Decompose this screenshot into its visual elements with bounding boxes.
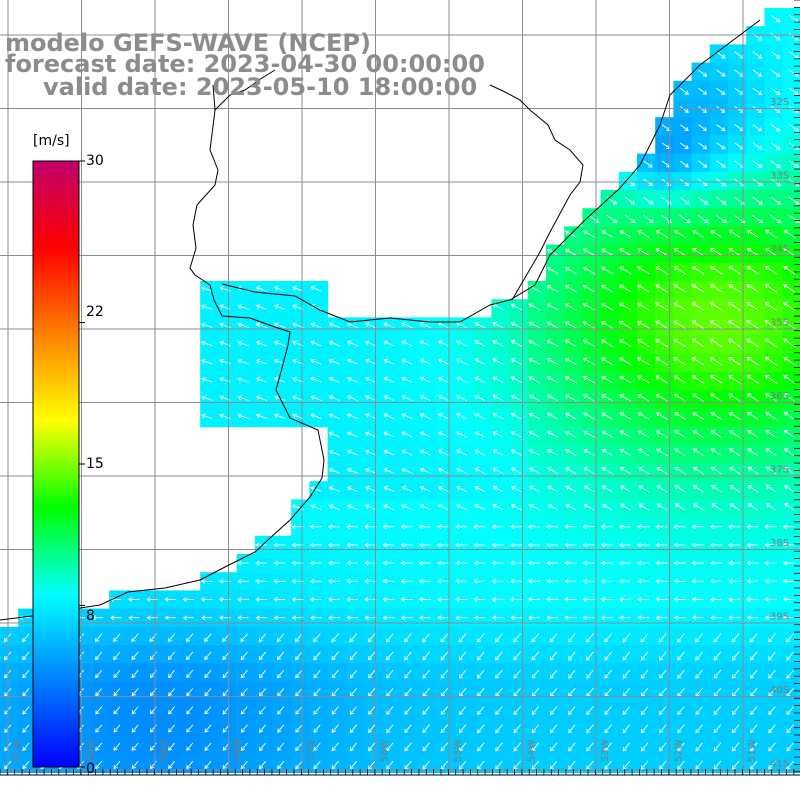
longitude-label: 59W [159, 739, 170, 762]
longitude-label: 55W [453, 739, 464, 762]
longitude-labels: 61W 60W 59W 58W 57W 56W 55W 54W 53W 52W 51W [12, 739, 758, 762]
latitude-label: 41S [770, 759, 789, 770]
longitude-label: 51W [747, 739, 758, 762]
coastline-atlantic [0, 84, 325, 621]
colorbar [32, 160, 85, 768]
longitude-label: 61W [12, 739, 23, 762]
longitude-label: 58W [233, 739, 244, 762]
latitude-label: 37S [770, 465, 789, 476]
longitude-label: 52W [674, 739, 685, 762]
colorbar-ticks [79, 160, 85, 768]
latitude-label: 33S [770, 171, 789, 182]
latitude-label: 36S [770, 391, 789, 402]
longitude-label: 57W [306, 739, 317, 762]
title-model: modelo GEFS-WAVE (NCEP) [5, 29, 371, 57]
longitude-label: 56W [380, 739, 391, 762]
latitude-label: 34S [770, 244, 789, 255]
latitude-label: 40S [770, 685, 789, 696]
longitude-label: 60W [86, 739, 97, 762]
title-valid-date: valid date: 2023-05-10 18:00:00 [43, 73, 478, 101]
colorbar-gradient [32, 160, 80, 768]
colorbar-tick-label: 22 [86, 304, 104, 320]
coastline-uruguay [221, 19, 761, 323]
colorbar-tick-label: 15 [86, 456, 104, 472]
latitude-label: 35S [770, 318, 789, 329]
river-uruguay [214, 69, 276, 111]
colorbar-tick-label: 8 [86, 608, 95, 624]
longitude-label: 53W [600, 739, 611, 762]
latitude-label: 39S [770, 612, 789, 623]
colorbar-tick-label: 30 [86, 153, 104, 169]
border-brazil-uruguay [489, 84, 584, 301]
title-forecast-date: forecast date: 2023-04-30 00:00:00 [5, 50, 485, 78]
latitude-labels: 32S 33S 34S 35S 36S 37S 38S 39S 40S 41S [770, 97, 789, 770]
longitude-label: 54W [527, 739, 538, 762]
axis-ticks [0, 0, 800, 776]
graticule [0, 0, 800, 775]
coastline [0, 19, 761, 621]
latitude-label: 38S [770, 538, 789, 549]
colorbar-unit: [m/s] [33, 133, 70, 149]
latitude-label: 32S [770, 97, 789, 108]
colorbar-tick-label: 0 [86, 761, 95, 777]
